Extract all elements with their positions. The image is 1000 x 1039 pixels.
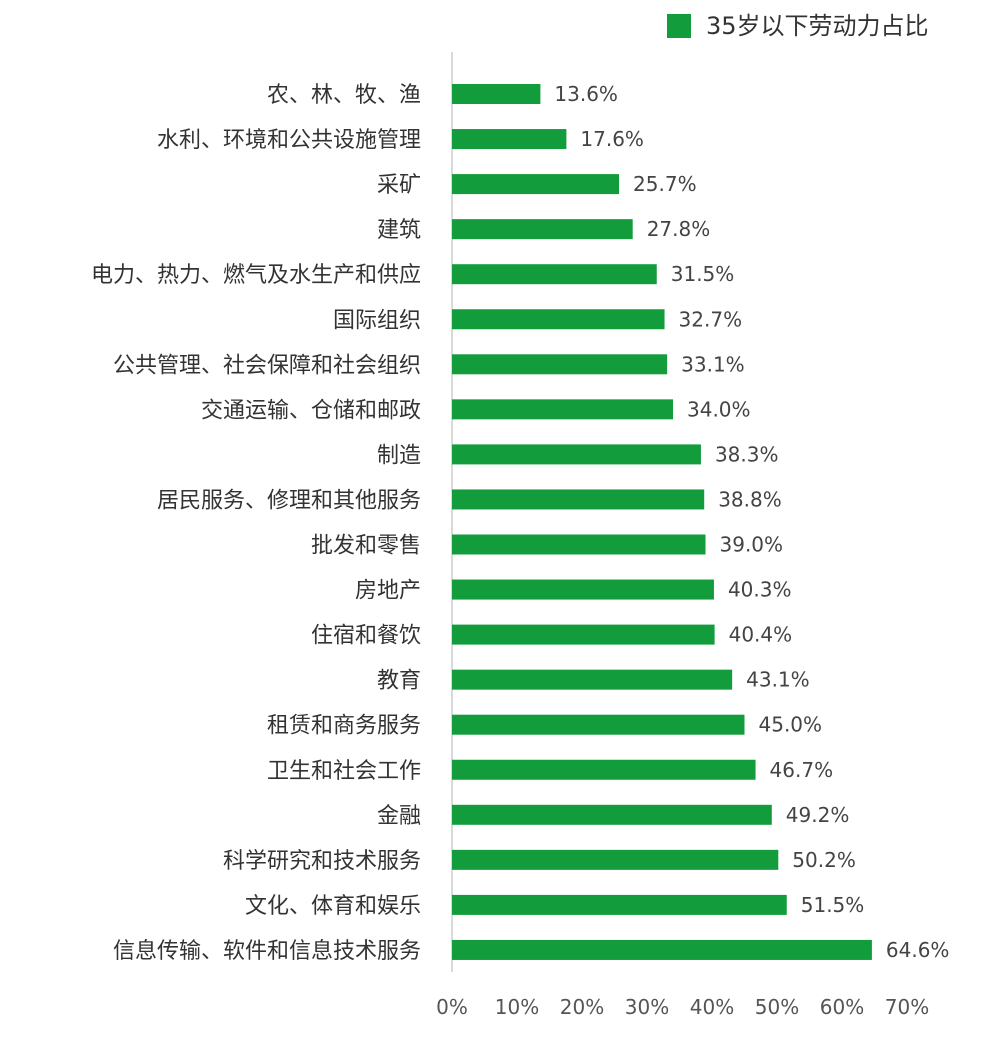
bar (452, 939, 872, 960)
x-tick-label: 0% (436, 995, 468, 1019)
category-label: 信息传输、软件和信息技术服务 (113, 939, 421, 964)
bar-value-label: 40.4% (729, 623, 793, 647)
x-tick-label: 20% (560, 995, 604, 1019)
bar-value-label: 40.3% (728, 578, 792, 602)
bar (452, 669, 733, 690)
category-label: 交通运输、仓储和邮政 (201, 398, 421, 423)
bar (452, 579, 714, 600)
bar (452, 444, 701, 465)
bar-value-label: 39.0% (720, 533, 784, 557)
bar-value-label: 43.1% (746, 668, 810, 692)
category-label: 制造 (377, 443, 421, 468)
category-label: 建筑 (377, 218, 421, 243)
bar-value-label: 13.6% (554, 82, 618, 106)
category-label: 房地产 (355, 579, 421, 604)
bar (452, 174, 620, 195)
bar-value-label: 38.8% (718, 487, 782, 511)
category-label: 水利、环境和公共设施管理 (157, 128, 421, 153)
bar (452, 759, 756, 780)
legend-label: 35岁以下劳动力占比 (706, 12, 929, 40)
category-label: 租赁和商务服务 (267, 714, 421, 739)
bar-value-label: 46.7% (770, 758, 834, 782)
bar (452, 534, 706, 555)
bar-value-label: 34.0% (687, 397, 751, 421)
bar (452, 129, 567, 150)
category-label: 科学研究和技术服务 (223, 849, 421, 874)
category-label: 农、林、牧、渔 (267, 83, 421, 108)
x-tick-label: 70% (885, 995, 929, 1019)
bar-value-label: 31.5% (671, 262, 735, 286)
bar-value-label: 38.3% (715, 442, 779, 466)
bar-value-label: 32.7% (679, 307, 743, 331)
bar-value-label: 49.2% (786, 803, 850, 827)
category-label: 教育 (377, 669, 421, 694)
bar (452, 354, 668, 375)
bar (452, 489, 705, 510)
category-label: 国际组织 (333, 308, 421, 333)
bar (452, 804, 772, 825)
bar-value-label: 45.0% (759, 713, 823, 737)
category-label: 采矿 (377, 173, 421, 198)
bar-value-label: 50.2% (792, 848, 856, 872)
bar (452, 219, 633, 240)
x-tick-label: 60% (820, 995, 864, 1019)
legend-swatch (667, 14, 691, 38)
bar-value-label: 51.5% (801, 893, 865, 917)
bar-value-label: 64.6% (886, 938, 950, 962)
category-label: 卫生和社会工作 (267, 759, 421, 784)
bar (452, 264, 657, 285)
bar (452, 849, 779, 870)
x-tick-label: 50% (755, 995, 799, 1019)
bar (452, 624, 715, 645)
category-label: 批发和零售 (311, 534, 421, 559)
bar-value-label: 25.7% (633, 172, 697, 196)
bar (452, 894, 787, 915)
category-label: 公共管理、社会保障和社会组织 (113, 353, 421, 378)
bar-value-label: 27.8% (647, 217, 711, 241)
category-label: 文化、体育和娱乐 (245, 894, 421, 919)
bar (452, 309, 665, 330)
category-label: 住宿和餐饮 (311, 624, 421, 649)
bar-value-label: 17.6% (580, 127, 644, 151)
bar (452, 714, 745, 735)
x-tick-label: 30% (625, 995, 669, 1019)
category-label: 居民服务、修理和其他服务 (157, 488, 421, 513)
bar-value-label: 33.1% (681, 352, 745, 376)
x-tick-label: 40% (690, 995, 734, 1019)
category-label: 金融 (377, 804, 421, 829)
x-tick-label: 10% (495, 995, 539, 1019)
bar (452, 399, 673, 420)
bar (452, 84, 541, 104)
category-label: 电力、热力、燃气及水生产和供应 (91, 263, 421, 288)
